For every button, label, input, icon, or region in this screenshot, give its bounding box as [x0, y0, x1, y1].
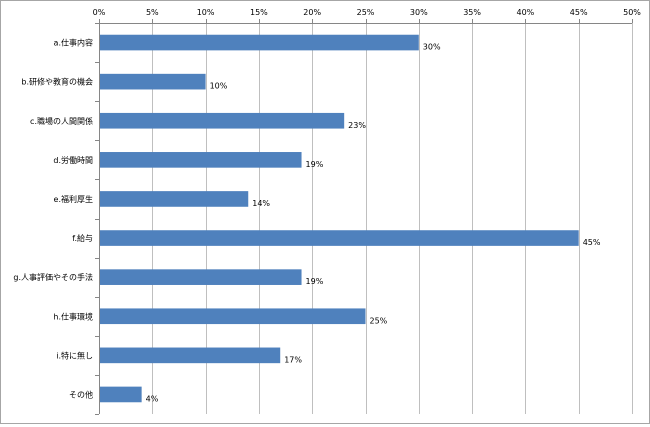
category-label: h.仕事環境 — [53, 311, 93, 321]
bar — [100, 191, 249, 207]
bar — [100, 269, 302, 285]
x-tick-label: 30% — [410, 8, 428, 17]
x-tick-label: 10% — [197, 8, 215, 17]
category-label: i.特に無し — [56, 350, 93, 360]
category-label: b.研修や教育の機会 — [21, 77, 93, 87]
data-label: 4% — [146, 394, 159, 403]
data-label: 17% — [284, 355, 302, 364]
bar — [100, 34, 419, 51]
bar — [100, 347, 281, 364]
data-label: 14% — [252, 199, 270, 208]
data-label: 23% — [348, 121, 366, 130]
data-label: 19% — [306, 277, 324, 286]
bar — [100, 152, 302, 168]
data-label: 19% — [306, 160, 324, 169]
x-tick-label: 5% — [146, 8, 159, 17]
data-label: 45% — [583, 238, 601, 247]
value-labels: 30% 10% 23% 19% 14% 45% 19% 25% 17% 4% — [146, 43, 601, 404]
x-tick-label: 15% — [250, 8, 268, 17]
x-tick-label: 45% — [570, 8, 588, 17]
category-label: c.職場の人間関係 — [30, 116, 93, 126]
bar — [100, 112, 345, 129]
x-tick-label: 0% — [93, 8, 106, 17]
data-label: 10% — [210, 82, 228, 91]
bar — [100, 73, 206, 90]
bar — [100, 308, 366, 325]
category-label: a.仕事内容 — [54, 38, 93, 48]
x-tick-label: 50% — [623, 8, 641, 17]
x-tick-label: 35% — [463, 8, 481, 17]
category-label: e.福利厚生 — [54, 194, 93, 204]
data-label: 30% — [423, 43, 441, 52]
category-label: d.労働時間 — [53, 155, 93, 165]
x-tick-label: 40% — [517, 8, 535, 17]
category-label: f.給与 — [72, 233, 93, 243]
bar — [100, 386, 142, 403]
x-tick-label: 20% — [303, 8, 321, 17]
category-labels: a.仕事内容 b.研修や教育の機会 c.職場の人間関係 d.労働時間 e.福利厚生 f.給… — [13, 38, 93, 400]
x-tick-labels: 0% 5% 10% 15% 20% 25% 30% 35% 40% 45% 50% — [93, 8, 642, 17]
bar — [100, 230, 579, 246]
data-label: 25% — [370, 316, 388, 325]
bars — [100, 34, 579, 403]
category-label: g.人事評価やその手法 — [13, 272, 93, 282]
x-tick-label: 25% — [357, 8, 375, 17]
category-label: その他 — [69, 389, 93, 399]
